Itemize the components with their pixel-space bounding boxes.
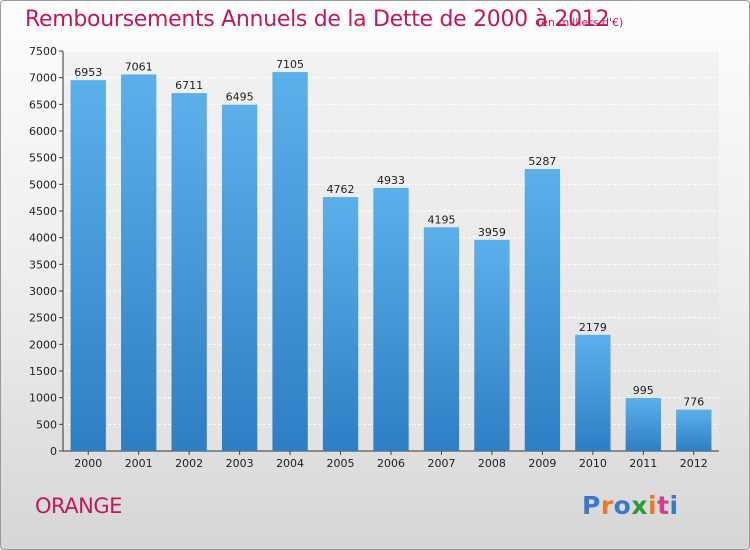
- y-tick-label: 4500: [29, 205, 57, 218]
- bar-value-label: 6953: [74, 66, 102, 79]
- bar-value-label: 776: [683, 396, 704, 409]
- bar: [474, 239, 510, 451]
- x-tick-label: 2012: [680, 457, 708, 470]
- bar: [373, 187, 409, 451]
- logo-letter: r: [600, 491, 614, 520]
- bar-value-label: 4762: [327, 183, 355, 196]
- chart-subtitle: (en milliers d'€): [537, 16, 624, 29]
- y-tick-label: 2000: [29, 338, 57, 351]
- y-tick-label: 7500: [29, 45, 57, 58]
- x-tick-label: 2004: [276, 457, 304, 470]
- y-tick-label: 3000: [29, 285, 57, 298]
- bar-value-label: 7105: [276, 58, 304, 71]
- x-tick-label: 2003: [226, 457, 254, 470]
- bar: [524, 169, 561, 451]
- chart-title: Remboursements Annuels de la Dette de 20…: [25, 7, 610, 32]
- bar: [625, 397, 661, 451]
- y-tick-label: 7000: [29, 72, 57, 85]
- x-tick-label: 2007: [427, 457, 455, 470]
- bar-value-label: 995: [633, 384, 654, 397]
- logo-letter: t: [657, 491, 670, 520]
- proxiti-logo[interactable]: Proxiti: [582, 491, 679, 520]
- bar-value-label: 7061: [125, 60, 153, 73]
- bar: [676, 409, 712, 451]
- logo-letter: i: [669, 491, 679, 520]
- x-tick-label: 2011: [629, 457, 657, 470]
- y-tick-label: 1500: [29, 365, 57, 378]
- logo-letter: P: [582, 491, 601, 520]
- bar: [171, 93, 207, 451]
- logo-letter: o: [613, 491, 632, 520]
- bar-value-label: 6495: [226, 91, 254, 104]
- x-tick-label: 2005: [327, 457, 355, 470]
- logo-letter: i: [648, 491, 658, 520]
- y-tick-label: 500: [36, 418, 57, 431]
- y-tick-label: 3500: [29, 258, 57, 271]
- x-tick-label: 2000: [74, 457, 102, 470]
- bar-value-label: 5287: [528, 155, 556, 168]
- bar-value-label: 4195: [427, 213, 455, 226]
- bar: [121, 74, 157, 451]
- bar: [322, 197, 359, 451]
- y-tick-label: 5000: [29, 178, 57, 191]
- y-tick-label: 5500: [29, 152, 57, 165]
- city-name: ORANGE: [35, 494, 122, 518]
- y-tick-label: 0: [50, 445, 57, 458]
- bar: [221, 104, 258, 451]
- bar-value-label: 6711: [175, 79, 203, 92]
- y-tick-label: 2500: [29, 312, 57, 325]
- x-tick-label: 2009: [528, 457, 556, 470]
- bar-value-label: 3959: [478, 226, 506, 239]
- bar: [70, 80, 106, 451]
- y-tick-label: 6500: [29, 98, 57, 111]
- x-tick-label: 2001: [125, 457, 153, 470]
- x-tick-label: 2008: [478, 457, 506, 470]
- y-tick-label: 1000: [29, 392, 57, 405]
- x-tick-label: 2002: [175, 457, 203, 470]
- bar-chart: 0 500 1000 1500 2000 2500 3000 3500 4000 4500 5000…: [29, 45, 719, 470]
- x-tick-label: 2010: [579, 457, 607, 470]
- x-tick-label: 2006: [377, 457, 405, 470]
- bar: [575, 334, 611, 451]
- y-tick-label: 4000: [29, 232, 57, 245]
- bar-value-label: 4933: [377, 174, 405, 187]
- y-tick-label: 6000: [29, 125, 57, 138]
- logo-letter: x: [631, 491, 648, 520]
- bar: [423, 227, 460, 451]
- bar: [272, 72, 308, 452]
- bar-value-label: 2179: [579, 321, 607, 334]
